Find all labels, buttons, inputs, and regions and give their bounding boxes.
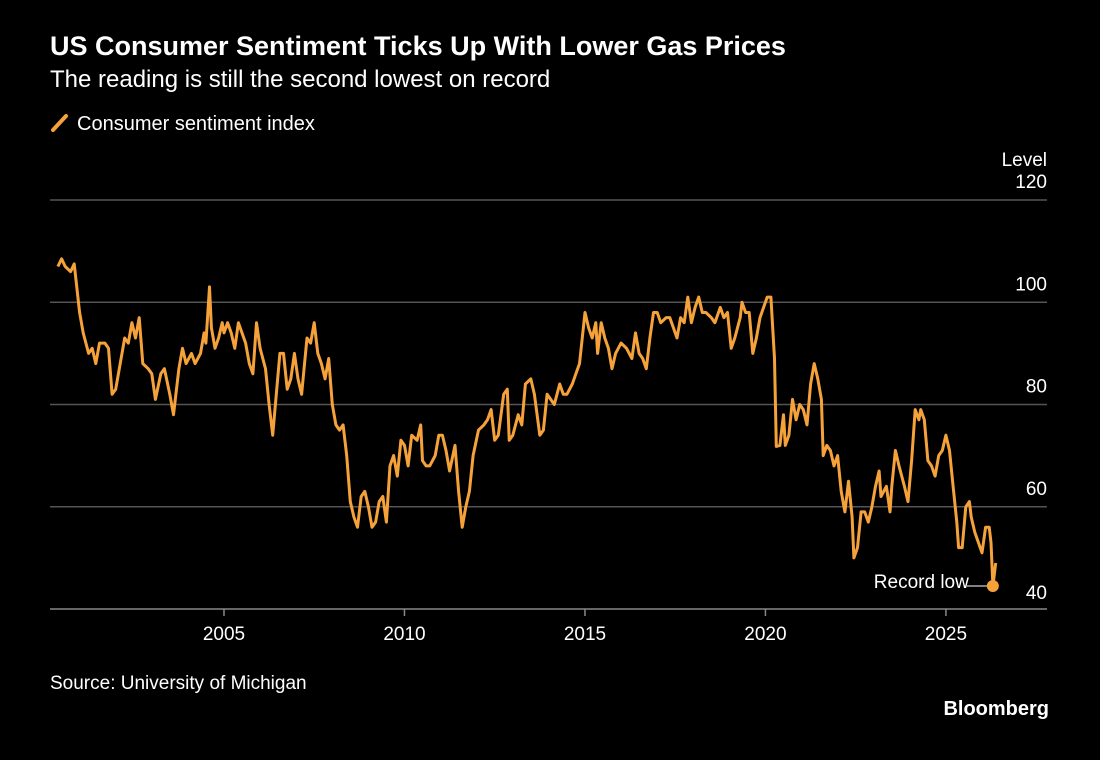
x-tick-label: 2020 — [744, 624, 786, 645]
chart-subtitle: The reading is still the second lowest o… — [50, 66, 550, 93]
y-tick-label: 40 — [1026, 583, 1047, 604]
x-tick-label: 2025 — [925, 624, 967, 645]
y-tick-label: 80 — [1026, 377, 1047, 398]
legend-label: Consumer sentiment index — [77, 113, 315, 135]
annotation: Record low — [874, 572, 969, 593]
record-low-marker — [986, 579, 999, 592]
x-tick-label: 2015 — [564, 624, 606, 645]
brand: Bloomberg — [943, 698, 1049, 720]
chart-title: US Consumer Sentiment Ticks Up With Lowe… — [50, 31, 786, 61]
y-tick-label: 60 — [1026, 479, 1047, 500]
y-tick-label: 100 — [1015, 274, 1047, 295]
x-tick-label: 2010 — [383, 624, 425, 645]
source: Source: University of Michigan — [50, 673, 307, 694]
y-tick-label: 120 — [1015, 172, 1047, 193]
x-tick-label: 2005 — [203, 624, 245, 645]
legend-swatch — [51, 114, 68, 132]
line — [56, 257, 998, 588]
y-axis-label: Level — [1002, 150, 1047, 171]
